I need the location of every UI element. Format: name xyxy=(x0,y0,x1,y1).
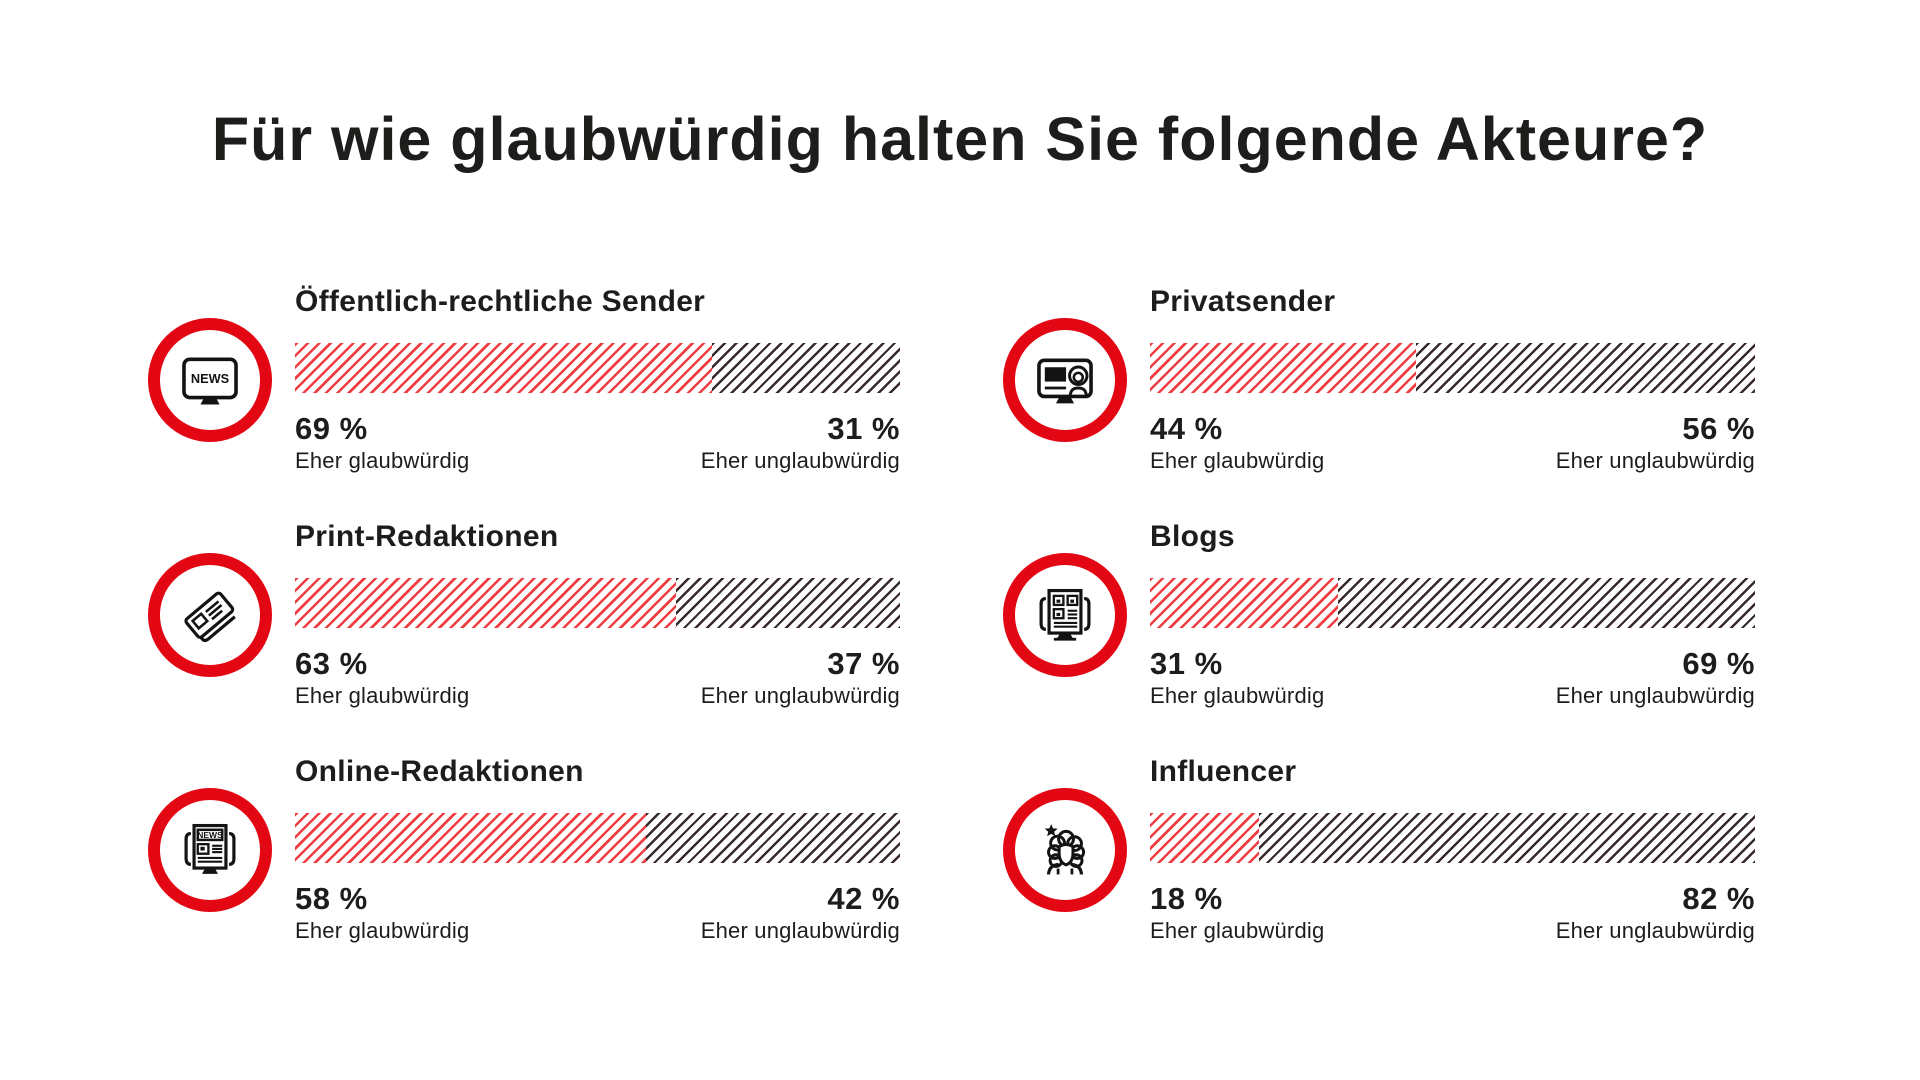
figure-negative: 42 % Eher unglaubwürdig xyxy=(701,882,900,944)
figures-row: 69 % Eher glaubwürdig 31 % Eher unglaubw… xyxy=(295,412,900,474)
label-positive: Eher glaubwürdig xyxy=(295,683,470,708)
figure-negative: 82 % Eher unglaubwürdig xyxy=(1556,882,1755,944)
credibility-bar xyxy=(1150,578,1755,628)
actor-card-influencer: Influencer 18 % Eher glaubwürdig 82 % Eh… xyxy=(1003,753,1755,944)
bar-segment-unglaubwuerdig xyxy=(1337,578,1755,628)
credibility-bar xyxy=(1150,343,1755,393)
influencer-icon xyxy=(1003,788,1127,912)
actor-content: Online-Redaktionen 58 % Eher glaubwürdig… xyxy=(295,753,900,944)
figures-row: 31 % Eher glaubwürdig 69 % Eher unglaubw… xyxy=(1150,647,1755,709)
actor-name: Influencer xyxy=(1150,755,1297,788)
label-negative: Eher unglaubwürdig xyxy=(1555,448,1755,473)
figure-positive: 69 % Eher glaubwürdig xyxy=(295,412,469,474)
figure-positive: 44 % Eher glaubwürdig xyxy=(1150,412,1324,474)
label-positive: Eher glaubwürdig xyxy=(295,918,470,943)
label-positive: Eher glaubwürdig xyxy=(1150,683,1325,708)
figure-negative: 69 % Eher unglaubwürdig xyxy=(1556,647,1755,709)
figure-positive: 63 % Eher glaubwürdig xyxy=(295,647,469,709)
tv-news-icon: NEWS xyxy=(148,318,272,442)
figure-positive: 31 % Eher glaubwürdig xyxy=(1150,647,1324,709)
bar-segment-unglaubwuerdig xyxy=(676,578,900,628)
credibility-bar xyxy=(295,813,900,863)
figure-negative: 31 % Eher unglaubwürdig xyxy=(701,412,900,474)
actor-card-blogs: Blogs 31 % Eher glaubwürdig 69 % Eher un… xyxy=(1003,518,1755,709)
figures-row: 18 % Eher glaubwürdig 82 % Eher unglaubw… xyxy=(1150,882,1755,944)
label-negative: Eher unglaubwürdig xyxy=(700,448,900,473)
pct-positive: 18 % xyxy=(1150,881,1223,916)
bar-segment-unglaubwuerdig xyxy=(645,813,900,863)
actor-name: Print-Redaktionen xyxy=(295,520,559,553)
pct-positive: 31 % xyxy=(1150,646,1223,681)
figures-row: 58 % Eher glaubwürdig 42 % Eher unglaubw… xyxy=(295,882,900,944)
pct-positive: 44 % xyxy=(1150,411,1223,446)
bar-segment-unglaubwuerdig xyxy=(1258,813,1755,863)
label-negative: Eher unglaubwürdig xyxy=(700,683,900,708)
pct-positive: 69 % xyxy=(295,411,368,446)
figure-negative: 56 % Eher unglaubwürdig xyxy=(1556,412,1755,474)
bar-segment-glaubwuerdig xyxy=(1150,343,1417,393)
actor-name: Blogs xyxy=(1150,520,1235,553)
actors-grid: NEWS Öffentlich-rechtliche Sender 69 % E… xyxy=(148,283,1755,944)
credibility-bar xyxy=(295,578,900,628)
actor-name: Privatsender xyxy=(1150,285,1336,318)
bar-segment-glaubwuerdig xyxy=(295,578,677,628)
pct-positive: 63 % xyxy=(295,646,368,681)
pct-negative: 56 % xyxy=(1682,411,1755,446)
pct-negative: 69 % xyxy=(1682,646,1755,681)
bar-segment-unglaubwuerdig xyxy=(1416,343,1755,393)
figure-positive: 18 % Eher glaubwürdig xyxy=(1150,882,1324,944)
bar-segment-glaubwuerdig xyxy=(1150,813,1259,863)
newspaper-icon xyxy=(148,553,272,677)
figures-row: 44 % Eher glaubwürdig 56 % Eher unglaubw… xyxy=(1150,412,1755,474)
pct-negative: 82 % xyxy=(1682,881,1755,916)
bar-segment-glaubwuerdig xyxy=(1150,578,1338,628)
blog-page-icon xyxy=(1003,553,1127,677)
pct-negative: 37 % xyxy=(827,646,900,681)
actor-content: Öffentlich-rechtliche Sender 69 % Eher g… xyxy=(295,283,900,474)
actor-content: Blogs 31 % Eher glaubwürdig 69 % Eher un… xyxy=(1150,518,1755,709)
credibility-bar xyxy=(295,343,900,393)
actor-name: Online-Redaktionen xyxy=(295,755,584,788)
label-negative: Eher unglaubwürdig xyxy=(1555,918,1755,943)
label-positive: Eher glaubwürdig xyxy=(1150,918,1325,943)
pct-positive: 58 % xyxy=(295,881,368,916)
actor-name: Öffentlich-rechtliche Sender xyxy=(295,285,706,318)
figure-positive: 58 % Eher glaubwürdig xyxy=(295,882,469,944)
actor-card-oeffentlich-rechtliche-sender: NEWS Öffentlich-rechtliche Sender 69 % E… xyxy=(148,283,900,474)
bar-segment-unglaubwuerdig xyxy=(712,343,900,393)
svg-text:NEWS: NEWS xyxy=(197,830,223,840)
svg-text:NEWS: NEWS xyxy=(191,371,229,386)
actor-card-online-redaktionen: NEWS Online-Redaktionen xyxy=(148,753,900,944)
bar-segment-glaubwuerdig xyxy=(295,813,646,863)
actor-content: Print-Redaktionen 63 % Eher glaubwürdig … xyxy=(295,518,900,709)
figures-row: 63 % Eher glaubwürdig 37 % Eher unglaubw… xyxy=(295,647,900,709)
actor-card-privatsender: Privatsender 44 % Eher glaubwürdig 56 % … xyxy=(1003,283,1755,474)
label-negative: Eher unglaubwürdig xyxy=(700,918,900,943)
credibility-bar xyxy=(1150,813,1755,863)
label-positive: Eher glaubwürdig xyxy=(1150,448,1325,473)
news-presenter-icon xyxy=(1003,318,1127,442)
actor-card-print-redaktionen: Print-Redaktionen 63 % Eher glaubwürdig … xyxy=(148,518,900,709)
online-news-icon: NEWS xyxy=(148,788,272,912)
actor-content: Privatsender 44 % Eher glaubwürdig 56 % … xyxy=(1150,283,1755,474)
bar-segment-glaubwuerdig xyxy=(295,343,713,393)
actor-content: Influencer 18 % Eher glaubwürdig 82 % Eh… xyxy=(1150,753,1755,944)
pct-negative: 31 % xyxy=(827,411,900,446)
figure-negative: 37 % Eher unglaubwürdig xyxy=(701,647,900,709)
label-negative: Eher unglaubwürdig xyxy=(1555,683,1755,708)
label-positive: Eher glaubwürdig xyxy=(295,448,470,473)
pct-negative: 42 % xyxy=(827,881,900,916)
page-title: Für wie glaubwürdig halten Sie folgende … xyxy=(211,105,1709,173)
